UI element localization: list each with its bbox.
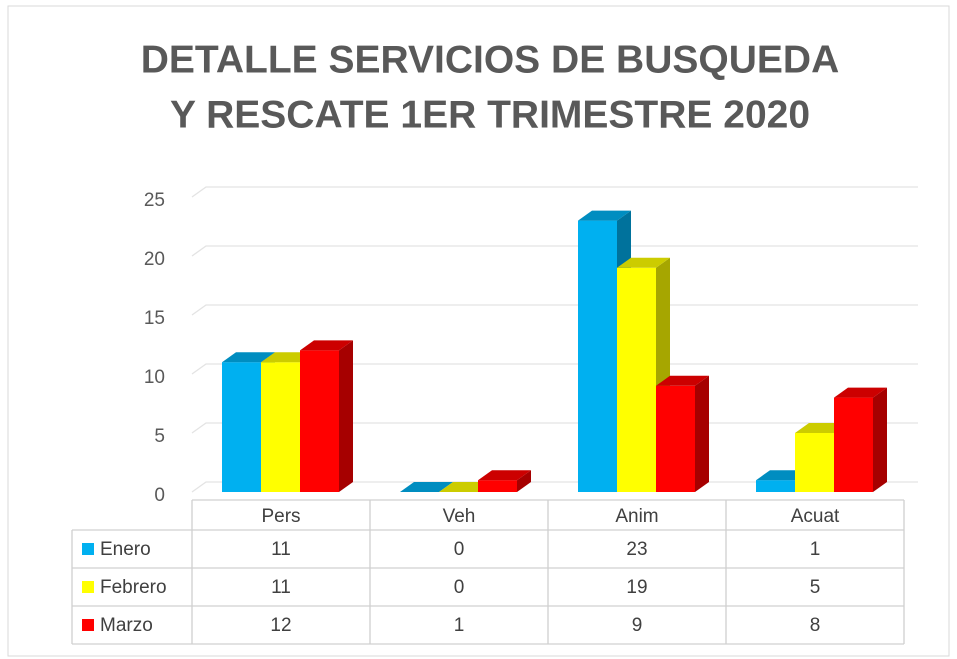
bar-top	[617, 257, 670, 268]
bar-side	[517, 470, 531, 492]
y-tick-label: 25	[144, 190, 165, 211]
table-cell: 19	[626, 577, 647, 598]
y-tick-label: 15	[144, 308, 165, 329]
legend-label: Enero	[100, 539, 151, 560]
bar-front	[834, 397, 873, 492]
y-tick-label: 10	[144, 367, 165, 388]
bar-front	[222, 362, 261, 492]
bar-front	[617, 267, 656, 492]
table-cell: 8	[810, 615, 821, 636]
y-tick-label: 5	[154, 426, 165, 447]
bar-front	[578, 220, 617, 492]
bar-front	[656, 385, 695, 492]
table-cell: 11	[271, 577, 291, 598]
bar-front	[795, 433, 834, 492]
table-cell: 12	[270, 615, 291, 636]
table-cell: 0	[454, 577, 465, 598]
bar-side	[339, 340, 353, 492]
bar-top	[578, 210, 631, 221]
grid-line	[191, 304, 918, 316]
table-cell: 0	[454, 539, 465, 560]
bar	[478, 470, 531, 492]
bar-front	[478, 480, 517, 492]
bar	[400, 482, 453, 492]
legend-swatch	[82, 543, 94, 555]
legend-label: Marzo	[100, 615, 153, 636]
table-cell: 11	[271, 539, 291, 560]
bar-top	[300, 340, 353, 351]
grid-line	[191, 245, 918, 257]
x-tick-label: Veh	[443, 506, 476, 527]
chart-frame	[7, 5, 950, 657]
bar	[656, 375, 709, 492]
bar	[834, 387, 887, 492]
bar	[300, 340, 353, 492]
legend-swatch	[82, 619, 94, 631]
table-cell: 5	[810, 577, 821, 598]
table-cell: 1	[810, 539, 821, 560]
y-tick-label: 0	[154, 485, 165, 506]
table-cell: 9	[632, 615, 643, 636]
bar-top	[400, 482, 453, 492]
y-tick-label: 20	[144, 249, 165, 270]
bar-top	[222, 352, 275, 363]
table-cell: 23	[626, 539, 647, 560]
bar-side	[695, 375, 709, 492]
grid-line	[191, 186, 918, 198]
grid-line	[191, 363, 918, 375]
bar-front	[261, 362, 300, 492]
x-tick-label: Anim	[615, 506, 658, 527]
chart-title: Y RESCATE 1ER TRIMESTRE 2020	[170, 93, 810, 136]
legend-label: Febrero	[100, 577, 167, 598]
bar-front	[300, 350, 339, 492]
table-cell: 1	[454, 615, 465, 636]
bar-top	[478, 470, 531, 481]
bar-top	[834, 387, 887, 398]
bar-side	[873, 387, 887, 492]
bar-top	[656, 375, 709, 386]
legend-swatch	[82, 581, 94, 593]
bar-front	[756, 480, 795, 492]
x-tick-label: Pers	[261, 506, 300, 527]
chart-title: DETALLE SERVICIOS DE BUSQUEDA	[141, 38, 839, 81]
x-tick-label: Acuat	[791, 506, 840, 527]
